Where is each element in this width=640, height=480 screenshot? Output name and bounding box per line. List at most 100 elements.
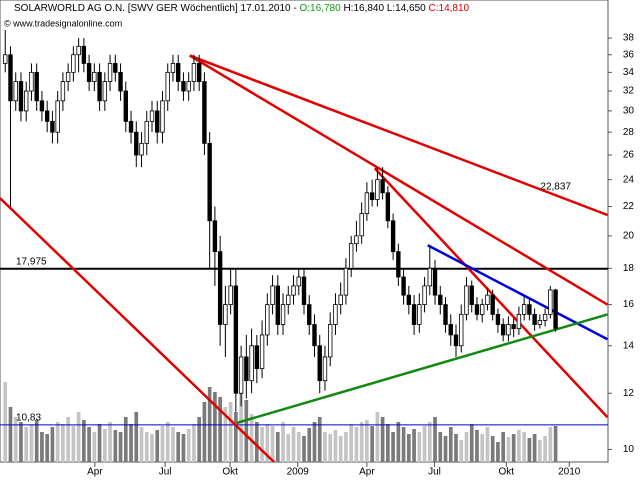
candle-body: [312, 324, 317, 347]
volume-bar: [296, 432, 301, 462]
candle-body: [375, 179, 380, 200]
candle-body: [385, 192, 391, 222]
volume-bar: [365, 420, 369, 462]
candle-body: [296, 276, 301, 287]
candle-body: [155, 110, 160, 133]
candle-body: [328, 324, 333, 358]
volume-bar: [228, 402, 233, 462]
candle-body: [369, 192, 375, 200]
trendline-label: 22,837: [540, 182, 571, 193]
candle-body: [76, 45, 81, 56]
candle-body: [307, 304, 312, 325]
volume-bar: [448, 427, 453, 462]
candle-body: [448, 324, 453, 336]
candle-body: [453, 334, 459, 347]
candle-body: [92, 71, 97, 82]
volume-bar: [291, 427, 296, 462]
candle-body: [249, 345, 254, 382]
volume-bar: [422, 426, 427, 462]
x-tick-label: 2010: [558, 467, 581, 478]
volume-bar: [270, 426, 275, 462]
candle-body: [380, 179, 385, 194]
candle-body: [348, 243, 354, 269]
volume-bar: [480, 434, 485, 462]
volume-bar: [244, 400, 249, 462]
volume-bar: [82, 420, 86, 462]
x-tick-label: Jul: [428, 467, 441, 478]
y-tick-label: 14: [623, 340, 635, 351]
header-date: 17.01.2010 -: [241, 3, 297, 14]
candle-body: [333, 304, 338, 325]
candle-body: [107, 63, 113, 82]
volume-bar: [24, 427, 29, 462]
volume-bar: [29, 424, 34, 462]
volume-bar: [50, 427, 55, 462]
volume-bar: [427, 422, 432, 462]
level-label: 17,975: [16, 256, 47, 267]
volume-bar: [192, 424, 196, 462]
volume-bar: [213, 392, 217, 462]
volume-bar: [380, 417, 385, 462]
candle-layer: [3, 30, 558, 412]
volume-bar: [307, 428, 312, 462]
volume-bar: [234, 412, 238, 462]
candle-body: [511, 324, 516, 330]
level-label: 10,83: [16, 412, 41, 423]
volume-bar: [464, 432, 469, 462]
header-open: O:16,780: [300, 3, 342, 14]
trendline-layer: [0, 54, 608, 462]
y-tick-label: 22: [623, 201, 635, 212]
header-close: C:14,810: [429, 3, 470, 14]
volume-bar: [511, 434, 516, 462]
volume-bar: [102, 429, 107, 462]
candle-body: [500, 324, 506, 336]
candle-body: [422, 285, 427, 306]
x-tick-label: Jul: [159, 467, 172, 478]
y-tick-label: 32: [623, 86, 635, 97]
candle-body: [233, 285, 239, 394]
trendline: [236, 313, 608, 425]
volume-bar: [76, 412, 81, 462]
volume-bar: [171, 427, 175, 462]
volume-bar: [239, 384, 243, 462]
volume-bar: [443, 436, 448, 462]
volume-bar: [19, 422, 23, 462]
candle-body: [139, 142, 144, 156]
candle-body: [202, 81, 207, 144]
candle-body: [280, 304, 286, 325]
trendline: [189, 54, 608, 306]
candle-body: [317, 345, 322, 382]
volume-bar: [61, 424, 65, 462]
candle-body: [186, 81, 191, 92]
candle-body: [270, 285, 275, 306]
volume-bar: [522, 432, 526, 462]
candle-body: [196, 63, 202, 82]
candle-body: [265, 304, 270, 336]
candle-body: [181, 81, 186, 92]
axis-layer: 10 12 14 16 18 20 22 24 26 28 30 32 34 36 38 Apr Jul Okt 2…: [16, 33, 634, 478]
volume-bar: [354, 427, 359, 462]
volume-bar: [433, 417, 437, 462]
candle-body: [474, 304, 480, 315]
volume-bar: [129, 424, 133, 462]
candle-body: [527, 304, 532, 315]
volume-bar: [538, 440, 542, 462]
candle-body: [71, 54, 76, 73]
candle-body: [13, 81, 18, 102]
x-tick-label: Apr: [359, 467, 375, 478]
volume-bar: [469, 424, 474, 462]
y-tick-label: 10: [623, 444, 635, 455]
volume-bar: [506, 437, 511, 462]
volume-bar: [401, 427, 406, 462]
candle-body: [322, 356, 328, 382]
volume-bar: [543, 436, 547, 462]
candle-body: [438, 294, 443, 306]
volume-bar: [391, 432, 395, 462]
candle-body: [50, 120, 55, 133]
candle-body: [401, 276, 406, 296]
volume-bar: [312, 422, 317, 462]
volume-bar: [160, 426, 165, 462]
candle-body: [406, 294, 412, 306]
candle-body: [495, 313, 501, 325]
trendline: [373, 167, 608, 419]
